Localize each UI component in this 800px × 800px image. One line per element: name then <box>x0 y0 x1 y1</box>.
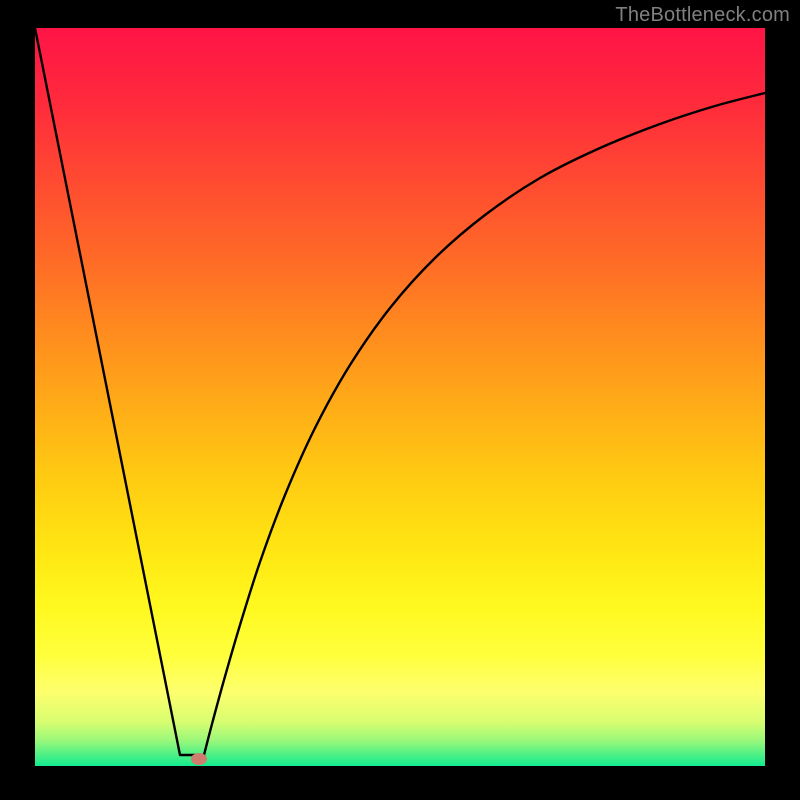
chart-svg <box>0 0 800 800</box>
plot-background <box>35 28 765 766</box>
stage: TheBottleneck.com <box>0 0 800 800</box>
optimal-point-marker <box>191 753 207 765</box>
watermark-text: TheBottleneck.com <box>615 4 790 27</box>
